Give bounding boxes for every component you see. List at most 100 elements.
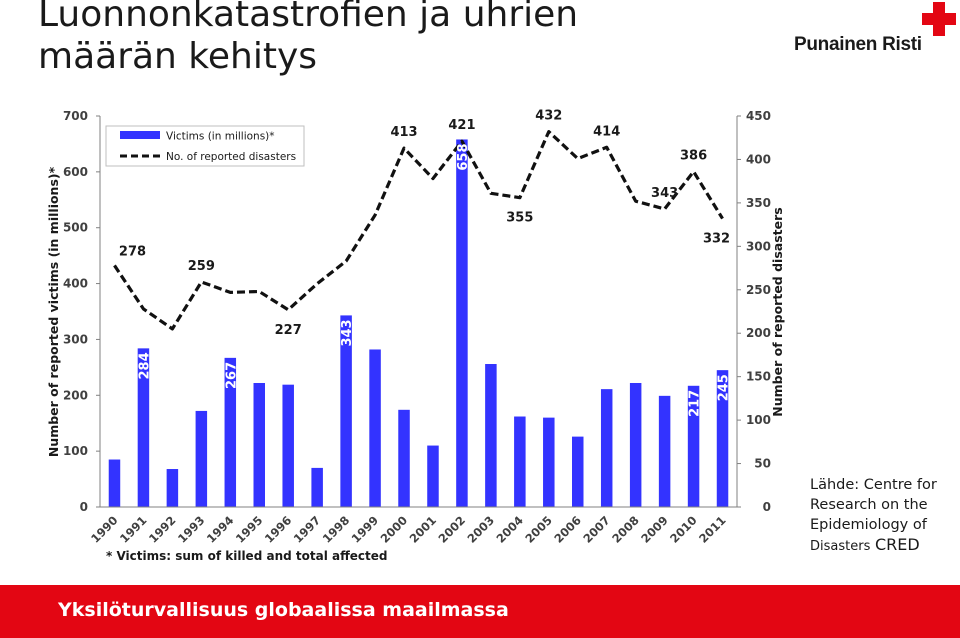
y-right-tick-label: 200 (746, 326, 771, 340)
y-right-tick-label: 0 (763, 500, 771, 514)
y-right-tick-label: 250 (746, 283, 771, 297)
bar-2011 (716, 370, 729, 507)
bar-label-1998: 343 (340, 319, 355, 346)
source-line-3: Epidemiology of (810, 517, 927, 533)
bar-1990 (108, 459, 121, 507)
x-tick-label: 1992 (146, 513, 179, 546)
title-line-2: määrän kehitys (38, 36, 318, 77)
bar-1995 (253, 382, 265, 507)
x-tick-label: 2003 (464, 513, 497, 546)
bar-1992 (166, 469, 179, 507)
line-label-2000: 413 (390, 125, 417, 140)
y-right-tick-label: 50 (754, 457, 771, 471)
x-tick-label: 2004 (493, 513, 526, 546)
source-cred: CRED (874, 535, 920, 554)
x-tick-label: 1996 (262, 513, 295, 546)
disasters-line (113, 130, 724, 331)
x-tick-label: 1999 (349, 513, 382, 546)
x-tick-label: 2000 (378, 513, 411, 546)
y-left-tick-label: 500 (63, 221, 88, 235)
y-right-tick-label: 300 (746, 239, 771, 253)
y-left-axis-label: Number of reported victims (in millions)… (46, 166, 61, 457)
bar-label-1991: 284 (137, 352, 152, 379)
bar-2007 (600, 389, 613, 507)
y-right-tick-label: 150 (746, 370, 771, 384)
bar-1994 (224, 357, 237, 507)
y-left-tick-label: 100 (63, 444, 88, 458)
bar-2010 (687, 385, 700, 507)
x-tick-label: 1993 (175, 513, 208, 546)
x-tick-label: 2005 (522, 513, 555, 546)
bar-2006 (572, 436, 584, 507)
bar-1998 (340, 315, 352, 507)
x-tick-label: 2006 (551, 513, 584, 546)
x-tick-label: 1994 (204, 513, 237, 546)
source-line-4: Disasters CRED (810, 535, 960, 557)
legend-bar-swatch (120, 131, 160, 139)
legend-line-label: No. of reported disasters (166, 151, 296, 163)
footer-bar: Yksilöturvallisuus globaalissa maailmass… (0, 585, 960, 638)
line-label-2011: 332 (703, 232, 730, 247)
bar-label-2002: 658 (456, 143, 471, 170)
line-label-2010: 386 (680, 149, 707, 164)
source-line-2: Research on the (810, 497, 928, 513)
red-cross-logo: Punainen Risti (792, 2, 960, 58)
y-right-tick-label: 450 (746, 109, 771, 123)
x-tick-label: 2008 (609, 513, 642, 546)
line-label-1990: 278 (119, 244, 146, 259)
line-label-2004: 355 (506, 211, 533, 226)
x-tick-label: 2010 (667, 513, 700, 546)
bar-2004 (514, 416, 526, 507)
y-right-tick-label: 100 (746, 413, 771, 427)
bar-2002 (456, 139, 468, 507)
bar-label-1994: 267 (224, 362, 239, 389)
footer-text: Yksilöturvallisuus globaalissa maailmass… (58, 599, 509, 621)
x-tick-label: 2002 (436, 513, 469, 546)
disasters-victims-chart: 0 100 200 300 400 500 600 700 0 50 100 150 200 250 30… (46, 109, 785, 563)
x-tick-label: 1991 (117, 513, 150, 546)
x-tick-label: 1990 (88, 513, 121, 546)
slide-title: Luonnonkatastrofien ja uhrien määrän keh… (38, 0, 738, 78)
x-tick-label: 2011 (696, 513, 729, 546)
x-tick-label: 1995 (233, 513, 266, 546)
line-label-2009: 343 (651, 186, 678, 201)
source-line-1: Lähde: Centre for (810, 477, 937, 493)
source-disasters: Disasters (810, 539, 871, 554)
bar-2005 (543, 417, 555, 507)
bar-2008 (629, 382, 642, 507)
y-left-tick-label: 700 (63, 109, 88, 123)
bar-2009 (658, 395, 671, 507)
title-line-1: Luonnonkatastrofien ja uhrien (38, 0, 579, 35)
red-cross-icon (922, 2, 956, 36)
line-label-2002: 421 (448, 118, 475, 133)
bar-2001 (427, 445, 439, 507)
line-label-1993: 259 (188, 259, 215, 274)
bar-1991 (137, 348, 150, 507)
bar-1993 (195, 410, 208, 507)
y-left-tick-label: 300 (63, 332, 88, 346)
line-label-1996: 227 (275, 323, 302, 338)
y-right-tick-label: 350 (746, 196, 771, 210)
bar-1999 (369, 349, 381, 507)
y-right-tick-label: 400 (746, 152, 771, 166)
y-left-tick-label: 200 (63, 388, 88, 402)
source-note: Lähde: Centre for Research on the Epidem… (810, 475, 960, 557)
bar-label-2011: 245 (717, 374, 732, 401)
x-tick-label: 2009 (638, 513, 671, 546)
bar-label-2010: 217 (688, 390, 703, 417)
chart-footnote: * Victims: sum of killed and total affec… (106, 549, 388, 563)
bar-1997 (311, 467, 323, 507)
bar-1996 (282, 384, 294, 507)
x-tick-label: 1997 (291, 513, 324, 546)
x-tick-label: 2007 (580, 513, 613, 546)
y-left-tick-label: 0 (80, 500, 88, 514)
line-label-2007: 414 (593, 124, 620, 139)
y-left-tick-label: 400 (63, 277, 88, 291)
x-tick-label: 1998 (320, 513, 353, 546)
legend-bar-label: Victims (in millions)* (166, 131, 275, 143)
line-label-2005: 432 (535, 109, 562, 124)
y-left-tick-label: 600 (63, 165, 88, 179)
bar-2003 (485, 364, 497, 507)
logo-text: Punainen Risti (794, 34, 922, 55)
x-tick-label: 2001 (407, 513, 440, 546)
